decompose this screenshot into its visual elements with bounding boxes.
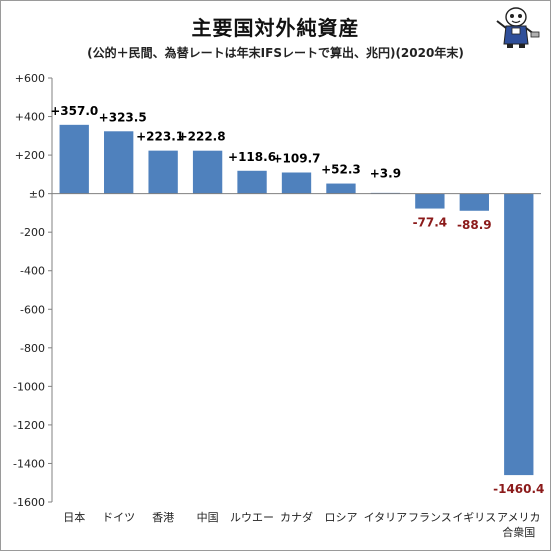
data-label-4: +118.6 bbox=[228, 150, 276, 164]
x-tick-label-7: イタリア bbox=[364, 511, 408, 524]
y-tick-label: -1200 bbox=[13, 419, 45, 432]
bar-1 bbox=[104, 131, 134, 194]
x-tick-label-3: 中国 bbox=[197, 511, 219, 524]
y-axis: +600 +400 +200 ±0 -200 -400 -600 -800 -1000 -1200… bbox=[13, 72, 53, 509]
y-tick-label: +200 bbox=[15, 149, 45, 162]
x-tick-label-1: ドイツ bbox=[102, 511, 135, 524]
y-tick-label: -1000 bbox=[13, 380, 45, 393]
chart-subtitle: (公的＋民間、為替レートは年末IFSレートで算出、兆円)(2020年末) bbox=[87, 46, 464, 60]
bar-0 bbox=[59, 124, 89, 194]
x-tick-label-5: カナダ bbox=[280, 510, 313, 524]
y-tick-label: +400 bbox=[15, 111, 45, 124]
chart-title: 主要国対外純資産 bbox=[191, 16, 360, 40]
x-tick-label-4: ルウエー bbox=[230, 511, 274, 524]
x-tick-label-2: 香港 bbox=[152, 511, 174, 524]
data-labels: +357.0 +323.5 +223.1+222.8+118.6+109.7+52.… bbox=[50, 104, 544, 496]
data-label-8: -77.4 bbox=[413, 216, 448, 230]
bar-9 bbox=[459, 193, 489, 211]
data-label-0: +357.0 bbox=[50, 104, 98, 118]
data-label-5: +109.7 bbox=[272, 151, 320, 165]
bar-6 bbox=[326, 183, 356, 194]
x-tick-label-10: アメリカ bbox=[497, 511, 540, 524]
data-label-6: +52.3 bbox=[321, 163, 361, 177]
y-tick-label: -1600 bbox=[13, 496, 45, 509]
bar-4 bbox=[237, 170, 267, 194]
y-tick-label: +600 bbox=[15, 72, 45, 85]
bar-2 bbox=[148, 150, 178, 194]
data-label-1: +323.5 bbox=[99, 110, 147, 124]
bar-10 bbox=[504, 193, 534, 476]
y-tick-label: -400 bbox=[20, 265, 45, 278]
bar-3 bbox=[192, 150, 223, 194]
bar-5 bbox=[281, 172, 312, 194]
y-tick-label: -1400 bbox=[13, 457, 45, 470]
x-tick-label-0: 日本 bbox=[63, 510, 85, 524]
data-label-9: -88.9 bbox=[457, 218, 492, 232]
y-tick-label: -800 bbox=[20, 342, 45, 355]
y-tick-label: ±0 bbox=[29, 188, 45, 201]
x-tick-label-6: ロシア bbox=[324, 511, 357, 524]
mascot-logo-icon bbox=[496, 7, 540, 48]
bar-8 bbox=[415, 193, 445, 209]
x-tick-label-8: フランス bbox=[408, 511, 452, 524]
data-label-3: +222.8 bbox=[178, 130, 226, 144]
data-label-10: -1460.4 bbox=[493, 482, 544, 496]
y-tick-label: -200 bbox=[20, 226, 45, 239]
data-label-7: +3.9 bbox=[370, 167, 401, 181]
x-tick-label-9: イギリス bbox=[452, 511, 496, 524]
data-label-2: +223.1 bbox=[136, 130, 184, 144]
x-tick-label-10: 合衆国 bbox=[502, 525, 535, 539]
y-tick-label: -600 bbox=[20, 303, 45, 316]
bars bbox=[59, 124, 534, 476]
